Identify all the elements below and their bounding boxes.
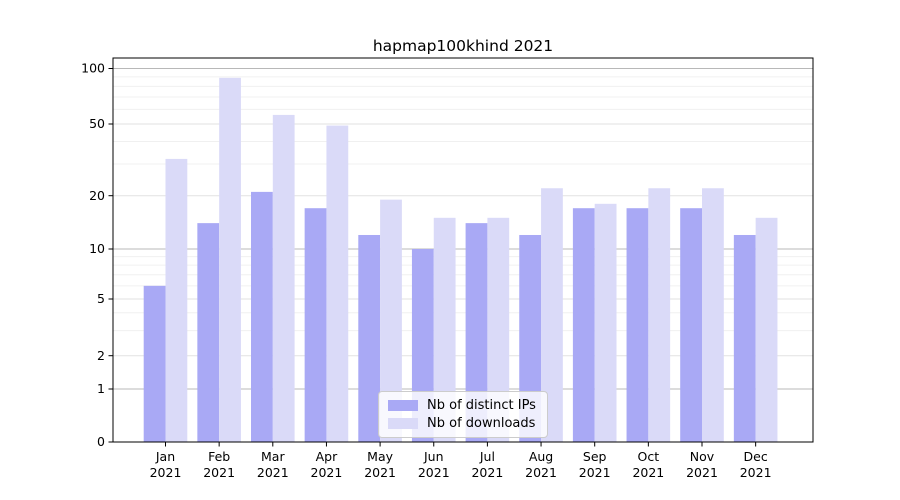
bar-downloads-May xyxy=(380,199,402,442)
legend-label-downloads: Nb of downloads xyxy=(427,416,536,432)
x-tick-label-month-Aug: Aug xyxy=(529,449,553,464)
x-tick-label-month-Jul: Jul xyxy=(479,449,495,464)
x-tick-label-month-Feb: Feb xyxy=(208,449,230,464)
bar-distinct-ips-Oct xyxy=(626,208,649,442)
bar-downloads-Jul xyxy=(487,217,510,442)
x-tick-label-month-Sep: Sep xyxy=(583,449,607,464)
bar-downloads-Jun xyxy=(433,217,456,442)
bar-downloads-Nov xyxy=(702,188,724,442)
bar-downloads-Sep xyxy=(594,203,617,442)
bar-distinct-ips-Jan xyxy=(143,285,166,442)
bar-distinct-ips-Feb xyxy=(197,223,220,442)
x-tick-label-year-May: 2021 xyxy=(364,465,396,480)
bar-distinct-ips-Mar xyxy=(251,191,273,442)
x-tick-label-month-Jan: Jan xyxy=(155,449,175,464)
y-tick-label-2: 2 xyxy=(97,348,105,363)
chart-title: hapmap100khind 2021 xyxy=(372,37,554,55)
bar-distinct-ips-Sep xyxy=(572,208,595,442)
bar-distinct-ips-May xyxy=(358,234,381,442)
y-tick-label-0: 0 xyxy=(97,434,105,449)
x-tick-label-year-Jun: 2021 xyxy=(418,465,450,480)
x-tick-label-year-Jul: 2021 xyxy=(471,465,503,480)
y-tick-label-10: 10 xyxy=(89,241,105,256)
plot-border xyxy=(112,57,814,443)
bar-distinct-ips-Aug xyxy=(519,234,542,442)
bar-downloads-Oct xyxy=(648,188,671,442)
y-tick-label-50: 50 xyxy=(89,116,105,131)
bar-downloads-Dec xyxy=(755,217,778,442)
legend-item-distinct-ips: Nb of distinct IPs xyxy=(388,398,538,413)
bar-downloads-Feb xyxy=(219,77,241,442)
x-tick-label-month-Jun: Jun xyxy=(423,449,444,464)
legend-swatch-distinct-ips xyxy=(388,399,418,411)
y-tick-label-5: 5 xyxy=(97,291,105,306)
bar-distinct-ips-Dec xyxy=(733,234,756,442)
x-tick-label-month-Oct: Oct xyxy=(638,449,660,464)
x-tick-label-year-Sep: 2021 xyxy=(579,465,611,480)
legend-label-distinct-ips: Nb of distinct IPs xyxy=(427,397,536,413)
y-tick-label-1: 1 xyxy=(97,381,105,396)
x-tick-label-year-Oct: 2021 xyxy=(632,465,664,480)
x-tick-label-year-Mar: 2021 xyxy=(257,465,289,480)
bar-downloads-Aug xyxy=(541,188,563,442)
y-tick-label-20: 20 xyxy=(89,188,105,203)
bar-downloads-Apr xyxy=(326,125,349,442)
legend: Nb of distinct IPs Nb of downloads xyxy=(378,391,548,438)
x-tick-label-month-Apr: Apr xyxy=(316,449,338,464)
x-tick-label-month-Mar: Mar xyxy=(261,449,285,464)
x-tick-label-year-Aug: 2021 xyxy=(525,465,557,480)
x-tick-label-month-Dec: Dec xyxy=(744,449,768,464)
x-tick-label-year-Feb: 2021 xyxy=(203,465,235,480)
x-tick-label-year-Apr: 2021 xyxy=(311,465,343,480)
bar-distinct-ips-Apr xyxy=(304,208,327,442)
x-tick-label-year-Nov: 2021 xyxy=(686,465,718,480)
legend-item-downloads: Nb of downloads xyxy=(388,416,538,431)
x-tick-label-month-Nov: Nov xyxy=(690,449,715,464)
x-tick-label-month-May: May xyxy=(367,449,393,464)
bar-downloads-Mar xyxy=(272,114,295,443)
x-tick-label-year-Jan: 2021 xyxy=(150,465,182,480)
bar-distinct-ips-Nov xyxy=(680,208,702,442)
x-tick-label-year-Dec: 2021 xyxy=(740,465,772,480)
bar-distinct-ips-Jul xyxy=(465,223,488,442)
bar-downloads-Jan xyxy=(165,158,188,442)
y-tick-label-100: 100 xyxy=(81,61,105,76)
legend-swatch-downloads xyxy=(388,418,418,430)
